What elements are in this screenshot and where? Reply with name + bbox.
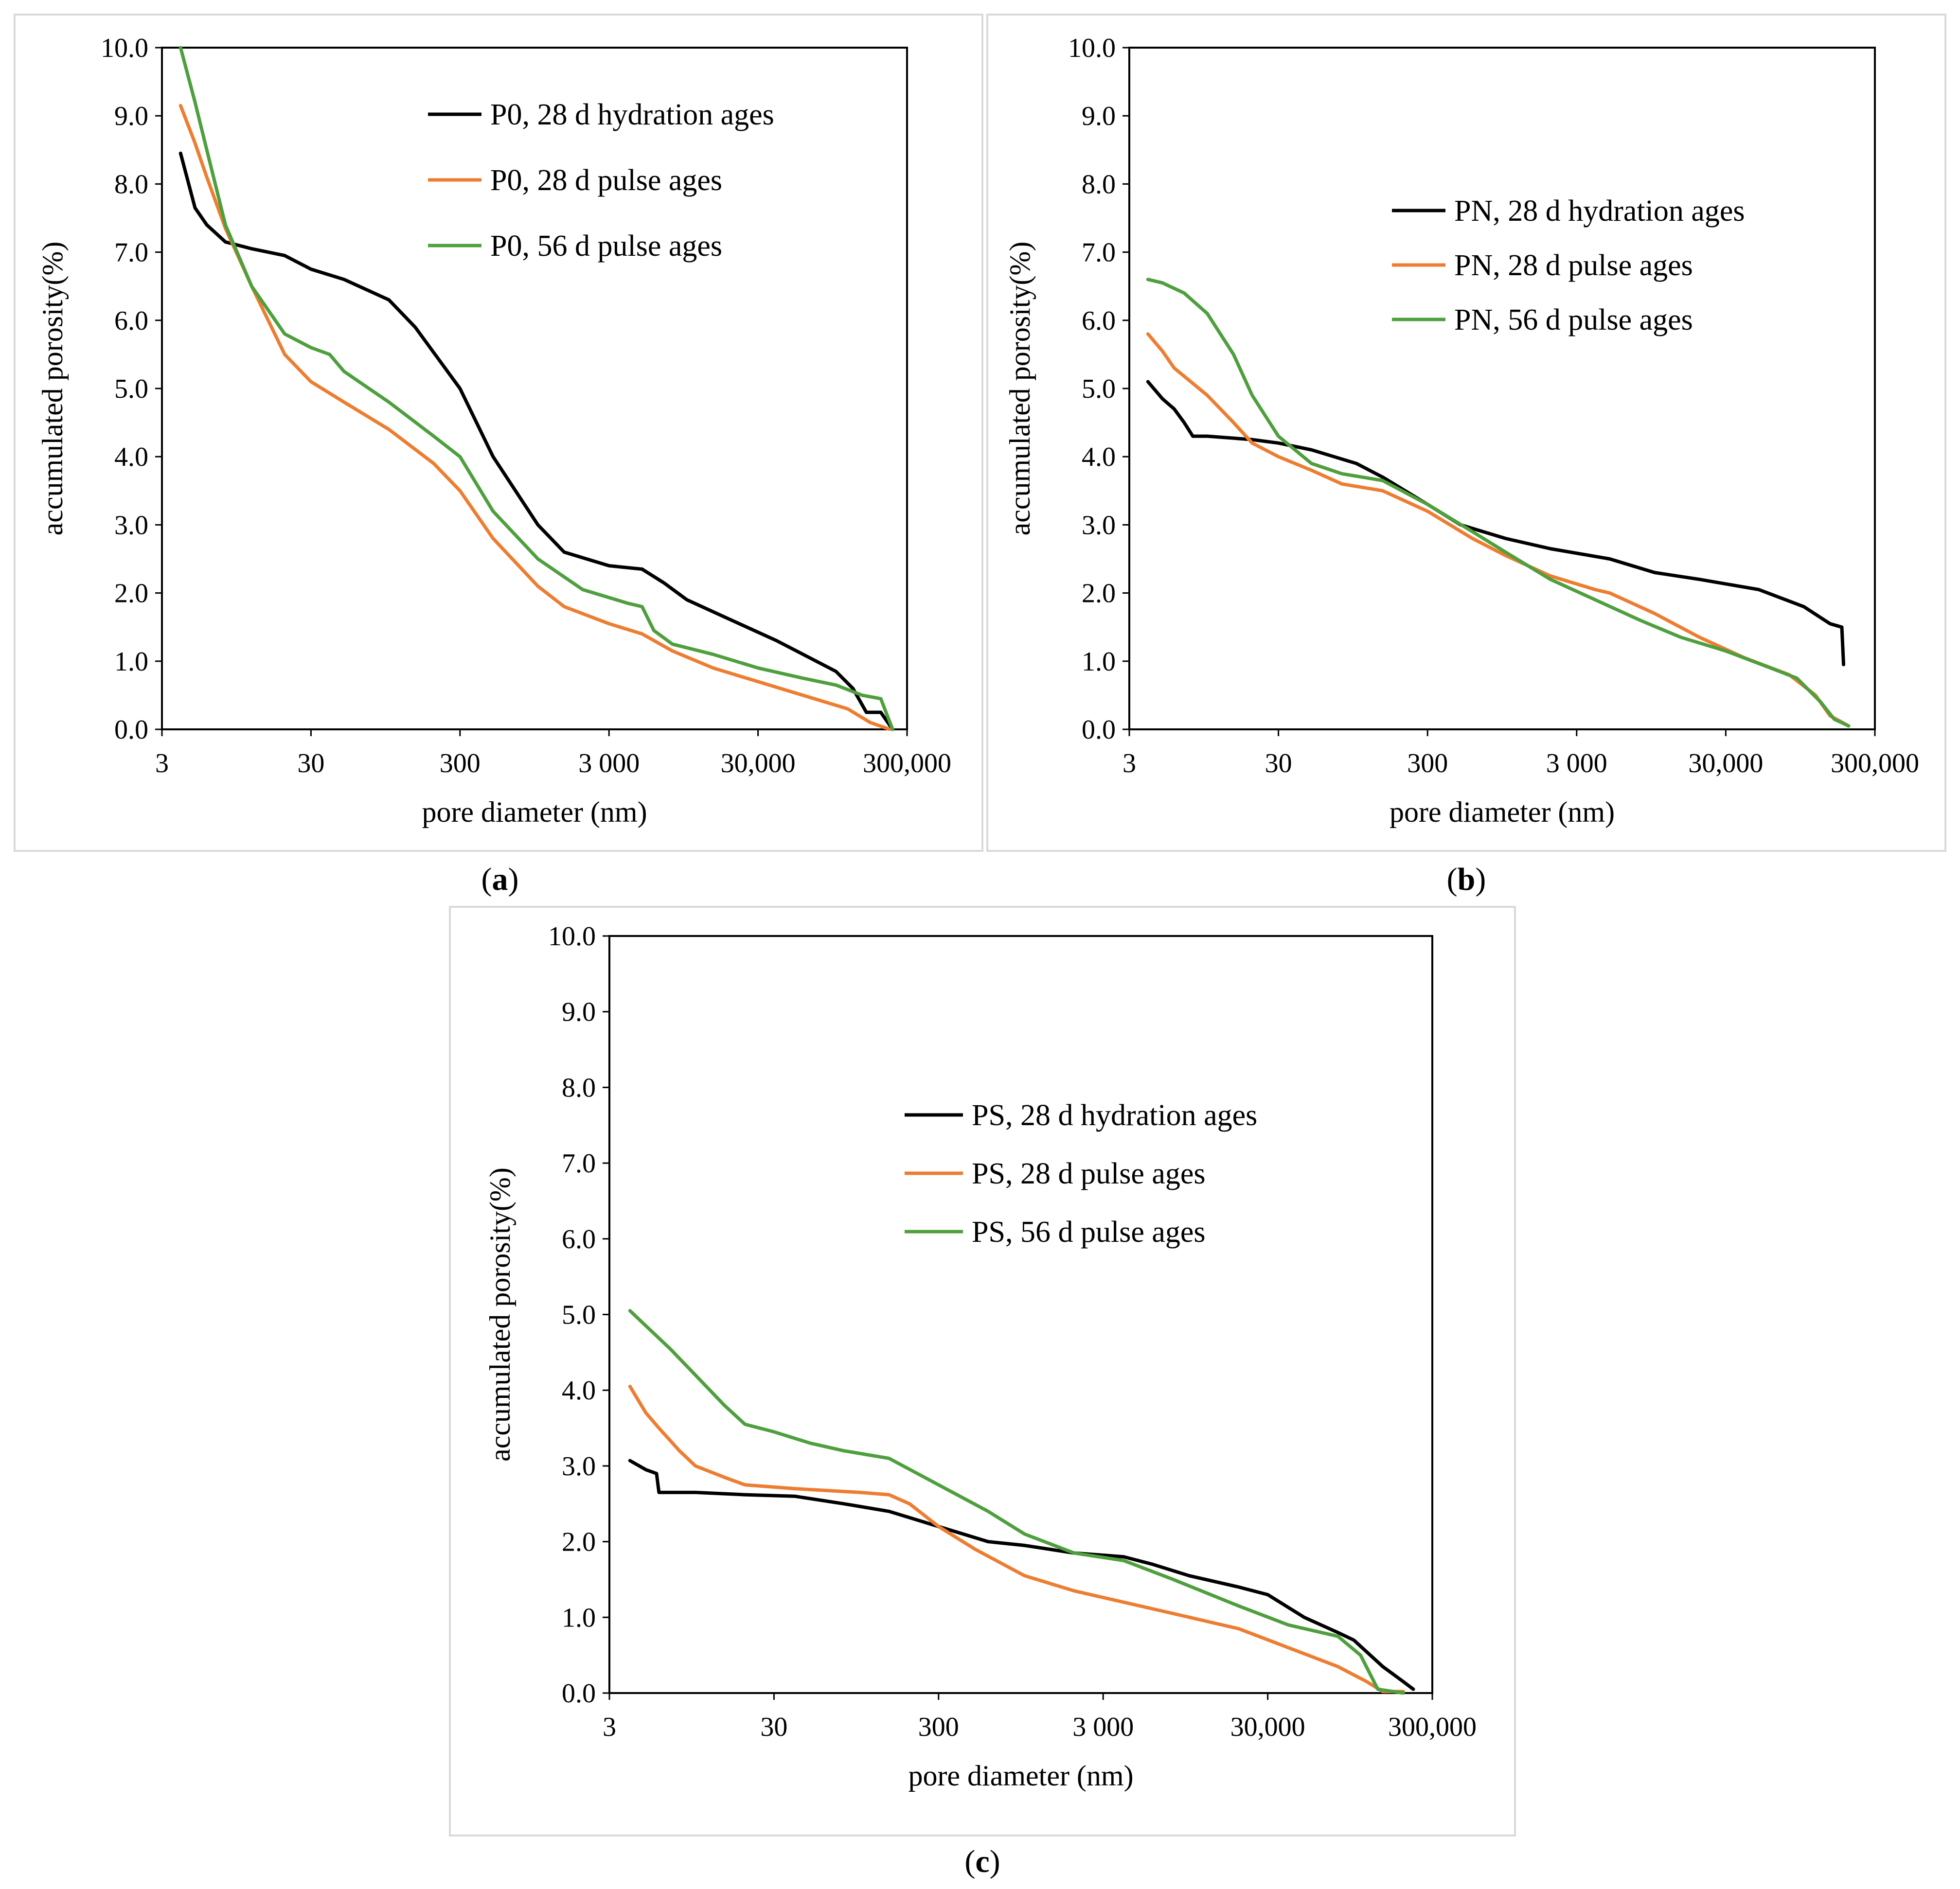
y-tick-label: 1.0 (562, 1603, 596, 1633)
y-tick-label: 3.0 (562, 1451, 596, 1482)
x-tick-label: 30 (297, 748, 324, 778)
x-axis-title: pore diameter (nm) (1390, 796, 1615, 828)
y-tick-label: 9.0 (1082, 101, 1116, 131)
x-tick-label: 30 (760, 1712, 787, 1742)
legend-label-1: P0, 28 d hydration ages (490, 98, 774, 131)
series-line-1 (178, 151, 894, 731)
y-axis-title: accumulated porosity(%) (1004, 242, 1036, 536)
y-tick-label: 6.0 (114, 306, 148, 336)
legend-label-3: P0, 56 d pulse ages (490, 230, 722, 263)
y-tick-label: 0.0 (1082, 715, 1116, 745)
x-tick-label: 3 000 (578, 748, 640, 778)
legend-label-3: PS, 56 d pulse ages (972, 1216, 1206, 1249)
series-line-1 (628, 1459, 1415, 1691)
x-tick-label: 300,000 (863, 748, 951, 778)
x-tick-label: 300,000 (1388, 1712, 1477, 1742)
x-tick-label: 30,000 (1688, 748, 1763, 778)
panel-letter-a: a (492, 862, 508, 897)
y-tick-label: 10.0 (101, 33, 148, 63)
y-tick-label: 4.0 (114, 442, 148, 472)
y-axis-title: accumulated porosity(%) (484, 1167, 516, 1462)
y-tick-label: 5.0 (562, 1300, 596, 1330)
x-tick-label: 300 (918, 1712, 959, 1742)
panel-c-frame (449, 906, 1516, 1836)
y-tick-label: 6.0 (1082, 306, 1116, 336)
legend-label-2: PN, 28 d pulse ages (1454, 249, 1693, 282)
x-tick-label: 3 (155, 748, 169, 778)
x-tick-label: 3 000 (1546, 748, 1607, 778)
x-tick-label: 30 (1265, 748, 1292, 778)
y-tick-label: 10.0 (1068, 33, 1116, 63)
y-tick-label: 8.0 (114, 169, 148, 199)
y-tick-label: 5.0 (1082, 374, 1116, 404)
y-tick-label: 2.0 (562, 1527, 596, 1557)
series-line-3 (178, 46, 894, 731)
legend-label-3: PN, 56 d pulse ages (1454, 303, 1693, 336)
y-tick-label: 3.0 (1082, 510, 1116, 540)
x-tick-label: 30,000 (1230, 1712, 1305, 1742)
y-tick-label: 4.0 (562, 1376, 596, 1406)
legend-label-2: PS, 28 d pulse ages (972, 1157, 1206, 1190)
series-line-3 (1146, 278, 1851, 728)
y-tick-label: 7.0 (114, 238, 148, 268)
series-line-3 (628, 1309, 1405, 1695)
panel-letter-b: b (1458, 862, 1476, 897)
y-tick-label: 5.0 (114, 374, 148, 404)
y-tick-label: 1.0 (1082, 647, 1116, 677)
x-tick-label: 300 (440, 748, 481, 778)
series-line-2 (628, 1384, 1405, 1694)
y-tick-label: 7.0 (562, 1148, 596, 1179)
chart-panel-c: 0.0 1.0 2.0 3.0 4.0 5.0 6.0 7.0 8.0 9.0 10.0 3 30 300… (484, 921, 1477, 1792)
legend-label-2: P0, 28 d pulse ages (490, 164, 722, 197)
y-tick-label: 0.0 (562, 1678, 596, 1709)
y-tick-label: 10.0 (548, 921, 596, 952)
chart-panel-b: 0.0 1.0 2.0 3.0 4.0 5.0 6.0 7.0 8.0 9.0 10.0 3 30 300… (1004, 33, 1919, 828)
y-tick-label: 8.0 (1082, 169, 1116, 199)
legend-label-1: PS, 28 d hydration ages (972, 1099, 1257, 1132)
y-tick-label: 4.0 (1082, 442, 1116, 472)
x-axis-title: pore diameter (nm) (908, 1760, 1133, 1792)
y-tick-label: 3.0 (114, 510, 148, 540)
y-tick-label: 9.0 (562, 997, 596, 1027)
x-axis-title: pore diameter (nm) (422, 796, 647, 828)
panel-letter-c: c (975, 1844, 989, 1879)
x-tick-label: 30,000 (721, 748, 796, 778)
y-tick-label: 9.0 (114, 101, 148, 131)
y-tick-label: 8.0 (562, 1073, 596, 1103)
x-tick-label: 300 (1407, 748, 1448, 778)
y-axis-title: accumulated porosity(%) (36, 242, 69, 536)
panel-label-a: (a) (481, 862, 519, 897)
x-tick-label: 3 (603, 1712, 616, 1742)
x-tick-label: 3 000 (1072, 1712, 1134, 1742)
y-tick-label: 0.0 (114, 715, 148, 745)
legend-label-1: PN, 28 d hydration ages (1454, 194, 1745, 228)
x-tick-label: 300,000 (1831, 748, 1919, 778)
y-tick-label: 7.0 (1082, 238, 1116, 268)
panel-label-b: (b) (1447, 862, 1486, 897)
chart-panel-a: 0.0 1.0 2.0 3.0 4.0 5.0 6.0 7.0 8.0 9.0 10.0 3 30 300… (36, 33, 951, 828)
x-tick-label: 3 (1123, 748, 1136, 778)
y-tick-label: 2.0 (1082, 579, 1116, 609)
panel-label-c: (c) (964, 1844, 1000, 1879)
y-tick-label: 2.0 (114, 579, 148, 609)
y-tick-label: 1.0 (114, 647, 148, 677)
panel-b-frame (986, 14, 1946, 852)
y-tick-label: 6.0 (562, 1224, 596, 1254)
panel-a-frame (14, 14, 983, 852)
